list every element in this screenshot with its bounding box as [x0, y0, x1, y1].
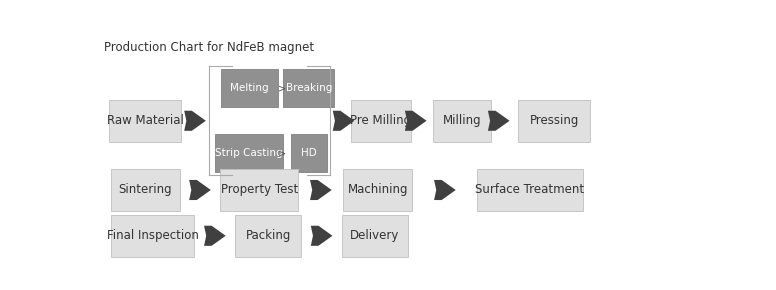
- Text: Production Chart for NdFeB magnet: Production Chart for NdFeB magnet: [104, 41, 314, 55]
- Polygon shape: [488, 111, 510, 131]
- Polygon shape: [184, 111, 206, 131]
- FancyBboxPatch shape: [341, 215, 408, 257]
- Text: Packing: Packing: [246, 229, 291, 242]
- Text: Sintering: Sintering: [118, 184, 172, 197]
- Text: Property Test: Property Test: [220, 184, 298, 197]
- Text: Surface Treatment: Surface Treatment: [476, 184, 584, 197]
- Text: Melting: Melting: [230, 84, 268, 93]
- Polygon shape: [204, 226, 226, 246]
- Text: Machining: Machining: [348, 184, 408, 197]
- Text: Pre Milling: Pre Milling: [350, 114, 411, 127]
- FancyBboxPatch shape: [434, 99, 490, 142]
- Text: Pressing: Pressing: [529, 114, 579, 127]
- FancyBboxPatch shape: [110, 169, 180, 211]
- Polygon shape: [405, 111, 427, 131]
- Text: Milling: Milling: [443, 114, 481, 127]
- Text: Strip Casting: Strip Casting: [216, 148, 283, 158]
- Text: Raw Material: Raw Material: [106, 114, 184, 127]
- FancyBboxPatch shape: [351, 99, 411, 142]
- Polygon shape: [333, 111, 355, 131]
- Text: Breaking: Breaking: [286, 84, 332, 93]
- Text: HD: HD: [301, 148, 317, 158]
- FancyBboxPatch shape: [477, 169, 583, 211]
- FancyBboxPatch shape: [216, 134, 282, 172]
- Polygon shape: [189, 180, 211, 200]
- FancyBboxPatch shape: [291, 134, 327, 172]
- Polygon shape: [311, 226, 332, 246]
- Text: >: >: [278, 84, 286, 93]
- FancyBboxPatch shape: [220, 169, 299, 211]
- FancyBboxPatch shape: [235, 215, 301, 257]
- Text: Delivery: Delivery: [350, 229, 400, 242]
- FancyBboxPatch shape: [220, 69, 278, 107]
- FancyBboxPatch shape: [343, 169, 412, 211]
- FancyBboxPatch shape: [112, 215, 195, 257]
- FancyBboxPatch shape: [283, 69, 334, 107]
- Text: Final Inspection: Final Inspection: [107, 229, 199, 242]
- Polygon shape: [310, 180, 331, 200]
- Polygon shape: [434, 180, 456, 200]
- FancyBboxPatch shape: [109, 99, 181, 142]
- FancyBboxPatch shape: [518, 99, 590, 142]
- Text: >: >: [278, 148, 286, 158]
